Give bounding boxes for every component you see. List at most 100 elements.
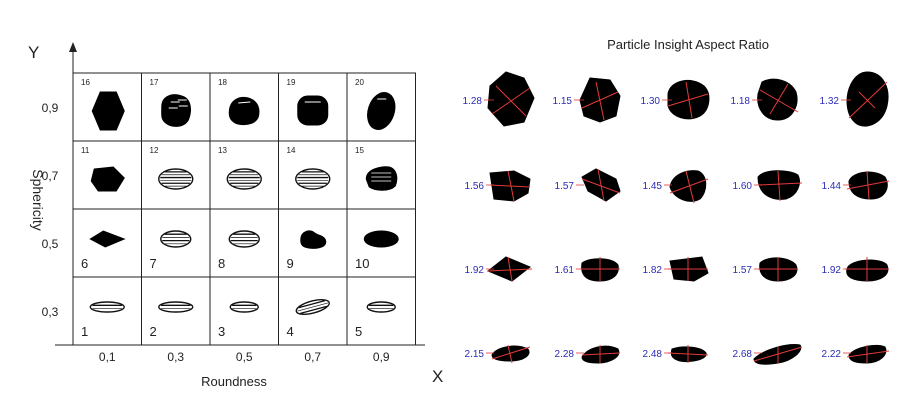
particle-silhouette <box>226 168 262 190</box>
cell-number: 20 <box>355 78 364 87</box>
particle-silhouette <box>363 230 399 248</box>
cell-number: 8 <box>218 256 225 271</box>
particle-silhouette <box>845 257 889 282</box>
aspect-ratio-cell: 2.15 <box>465 344 531 364</box>
aspect-ratio-cell: 1.92 <box>822 257 889 282</box>
grid-cell: 18 <box>209 72 279 142</box>
particle-silhouette <box>228 96 260 126</box>
aspect-ratio-label: 1.44 <box>822 181 842 192</box>
right-panel-title: Particle Insight Aspect Ratio <box>607 37 769 52</box>
particle-silhouette <box>487 256 533 282</box>
particle-silhouette <box>487 71 535 127</box>
cell-number: 9 <box>287 256 294 271</box>
aspect-ratio-label: 1.57 <box>733 265 753 276</box>
y-axis-letter: Y <box>28 43 39 62</box>
cell-number: 12 <box>150 146 159 155</box>
cell-number: 18 <box>218 78 227 87</box>
left-chart: Y X Sphericity Roundness 0,9 0,7 0,5 0,3 0,… <box>28 42 443 389</box>
aspect-ratio-cell: 1.15 <box>553 77 621 123</box>
row-label: 0,7 <box>42 169 59 183</box>
grid-cell: 4 <box>278 276 348 346</box>
particle-silhouette <box>90 166 125 192</box>
right-panel: Particle Insight Aspect Ratio 1.28 1.15 1.… <box>463 37 890 365</box>
aspect-ratio-label: 2.22 <box>822 349 842 360</box>
grid-cell: 13 <box>209 140 279 210</box>
cell-number: 10 <box>355 256 369 271</box>
grid-cell: 10 <box>346 208 416 278</box>
particle-silhouette <box>161 94 191 127</box>
aspect-ratio-label: 1.61 <box>555 265 575 276</box>
aspect-ratio-cell: 1.18 <box>731 78 799 121</box>
y-axis-arrow-icon <box>69 42 77 52</box>
y-axis-title: Sphericity <box>30 169 46 230</box>
grid-cell: 8 <box>209 208 279 278</box>
particle-silhouette <box>365 166 398 191</box>
aspect-ratio-cell: 1.45 <box>643 170 709 204</box>
grid-cell: 17 <box>141 72 211 142</box>
column-label: 0,1 <box>99 350 116 364</box>
aspect-ratio-cell: 1.56 <box>465 170 531 202</box>
aspect-ratio-cell: 1.57 <box>733 257 798 282</box>
column-label: 0,3 <box>167 350 184 364</box>
cell-number: 7 <box>150 256 157 271</box>
row-label: 0,3 <box>42 305 59 319</box>
grid-cell: 19 <box>278 72 348 142</box>
particle-silhouette <box>89 301 125 313</box>
aspect-ratio-label: 2.48 <box>643 349 663 360</box>
aspect-ratio-cell: 1.92 <box>465 256 533 282</box>
particle-silhouette <box>757 170 803 202</box>
row-label: 0,5 <box>42 237 59 251</box>
grid-cell: 3 <box>209 276 279 346</box>
grid-cell: 20 <box>346 72 416 142</box>
particle-silhouette <box>758 257 798 282</box>
particle-silhouette <box>297 95 329 126</box>
particle-silhouette <box>846 344 890 364</box>
particle-silhouette <box>667 345 709 363</box>
cell-number: 4 <box>287 324 294 339</box>
grid-cell: 5 <box>346 276 416 346</box>
particle-silhouette <box>89 230 126 248</box>
cell-number: 2 <box>150 324 157 339</box>
particle-silhouette <box>753 344 803 365</box>
cell-number: 6 <box>81 256 88 271</box>
cell-number: 15 <box>355 146 364 155</box>
cell-number: 17 <box>150 78 159 87</box>
aspect-ratio-cell: 1.30 <box>641 79 710 120</box>
particle-silhouette <box>228 230 260 248</box>
cell-number: 13 <box>218 146 227 155</box>
particle-silhouette <box>491 344 531 364</box>
x-axis-title: Roundness <box>201 374 267 389</box>
cell-number: 1 <box>81 324 88 339</box>
particle-silhouette <box>846 71 889 127</box>
aspect-ratio-cell: 1.60 <box>733 170 803 202</box>
aspect-ratio-cell: 1.61 <box>555 257 620 282</box>
grid-cell: 7 <box>141 208 211 278</box>
particle-silhouette <box>581 345 621 364</box>
particle-silhouette <box>667 79 710 120</box>
aspect-ratio-label: 1.92 <box>822 265 842 276</box>
aspect-ratio-label: 1.30 <box>641 96 661 107</box>
aspect-ratio-label: 1.60 <box>733 181 753 192</box>
particle-silhouette <box>158 168 194 190</box>
x-axis-letter: X <box>432 367 443 386</box>
aspect-ratio-cell: 2.28 <box>555 345 621 364</box>
aspect-ratio-label: 1.56 <box>465 181 485 192</box>
aspect-ratio-label: 1.92 <box>465 265 485 276</box>
cell-number: 19 <box>287 78 296 87</box>
aspect-ratio-label: 1.32 <box>820 96 840 107</box>
cell-number: 5 <box>355 324 362 339</box>
aspect-ratio-cell: 2.22 <box>822 344 890 364</box>
cell-number: 3 <box>218 324 225 339</box>
grid-cell: 6 <box>72 208 142 278</box>
particle-silhouette <box>366 301 396 313</box>
aspect-ratio-label: 1.82 <box>643 265 663 276</box>
aspect-ratio-cell: 1.28 <box>463 71 535 127</box>
cell-number: 11 <box>81 146 90 155</box>
aspect-ratio-cell: 1.82 <box>643 256 709 282</box>
column-label: 0,9 <box>373 350 390 364</box>
particle-silhouette <box>581 168 621 202</box>
grid-cell: 12 <box>141 140 211 210</box>
particle-silhouette <box>579 77 621 123</box>
column-label: 0,7 <box>304 350 321 364</box>
grid-cell: 1 <box>72 276 142 346</box>
